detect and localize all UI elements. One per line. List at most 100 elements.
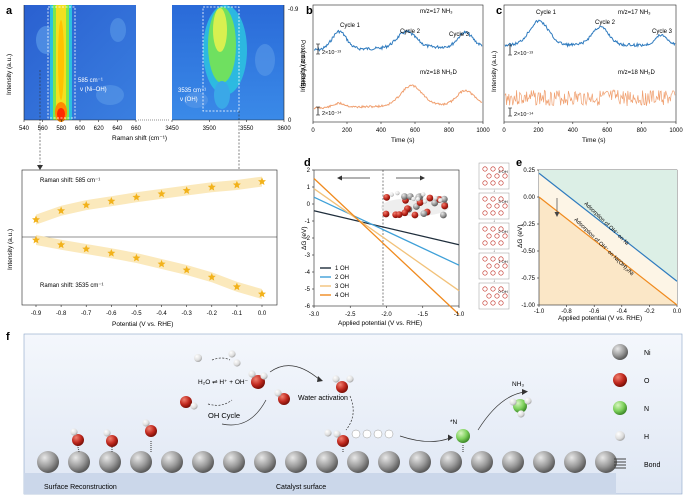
peak1-wavenumber: 585 cm⁻¹: [78, 78, 103, 84]
star-3535: [132, 253, 141, 262]
a-left-tick: 560: [38, 126, 49, 132]
trend-xlabel: Potential (V vs. RHE): [112, 321, 173, 328]
time-tick: 1000: [669, 128, 683, 134]
star-3535: [207, 273, 216, 281]
water-activation-label: Water activation: [298, 395, 348, 402]
panel-a-ylabel: Intensity (a.u.): [6, 54, 13, 95]
ni-atom: [564, 451, 586, 473]
star-585: [132, 193, 141, 201]
trend-tick: -0.3: [181, 311, 192, 317]
c-cycle2: Cycle 2: [595, 20, 616, 26]
struct-label: 2 OH: [498, 229, 507, 234]
star-3535: [57, 240, 66, 249]
d-line-1oh: [313, 210, 460, 246]
panel-b-plot: [312, 4, 484, 123]
panel-d-ylabel: ΔG (eV): [301, 227, 308, 250]
struct-label: 4 OH: [498, 169, 507, 174]
ni-atom: [99, 451, 121, 473]
struct-arrow: ↓: [493, 248, 495, 253]
ni-atom: [192, 451, 214, 473]
struct-arrow: ↓: [493, 278, 495, 283]
trend-x-ticks: -0.9 -0.8 -0.7 -0.6 -0.5 -0.4 -0.3 -0.2 -0.1 0.0: [31, 305, 267, 317]
legend-label: N: [644, 406, 649, 413]
time-tick: 1000: [476, 128, 490, 134]
d-xtick: -3.0: [309, 312, 320, 318]
potential-top-tick: -0.9: [288, 7, 299, 13]
e-ytick: -0.25: [521, 222, 535, 228]
d-line-2oh: [313, 196, 460, 266]
b-cycle2: Cycle 2: [400, 29, 421, 35]
struct-label: 3 OH: [498, 199, 507, 204]
catalyst-surface-label: Catalyst surface: [276, 484, 326, 491]
peak1-mode: ν (Ni–OH): [80, 87, 107, 93]
c-nh2d-label: m/z=18 NH₂D: [618, 70, 656, 76]
trend-tick: -0.8: [56, 311, 67, 317]
panel-a-trend-plot: [21, 169, 278, 306]
d-ytick: 2: [307, 168, 311, 174]
ni-atom: [409, 451, 431, 473]
reconstruction-oh: [70, 419, 157, 453]
d-xtick: -1.0: [454, 312, 465, 318]
star-3535: [157, 259, 166, 268]
heatmap-oh: [172, 5, 284, 120]
trend-tick: -0.9: [31, 311, 42, 317]
d-ytick: -1: [305, 219, 311, 225]
oh-cycle-label: OH Cycle: [208, 411, 240, 420]
star-n-label: *N: [450, 419, 458, 426]
panel-e-plot: [538, 169, 678, 306]
d-legend-item: 3 OH: [335, 284, 349, 290]
ni-atom: [471, 451, 493, 473]
time-tick: 400: [568, 128, 579, 134]
catalyst-surface-species: [324, 389, 532, 452]
ni-atom: [347, 451, 369, 473]
trend-tick: -0.1: [232, 311, 243, 317]
raman-shift-xlabel: Raman shift (cm⁻¹): [112, 135, 167, 142]
panel-a-left-ticks: 540 560 580 600 620 640 660: [19, 120, 142, 132]
time-tick: 600: [410, 128, 421, 134]
ni-atom: [533, 451, 555, 473]
trend-tick: -0.5: [131, 311, 142, 317]
ni-atom: [223, 451, 245, 473]
time-tick: 800: [444, 128, 455, 134]
star-585: [182, 186, 191, 194]
ni-atom: [595, 451, 617, 473]
peak2-wavenumber: 3535 cm⁻¹: [178, 88, 206, 94]
ni-atom: [254, 451, 276, 473]
struct-arrow: ↓: [493, 218, 495, 223]
star-585: [32, 215, 40, 224]
panel-f-letter: f: [6, 331, 10, 343]
e-xtick: -1.0: [534, 309, 545, 315]
ni-atom: [378, 451, 400, 473]
trend-tick: -0.2: [207, 311, 218, 317]
b-cycle3: Cycle 3: [449, 32, 470, 38]
e-xtick: -0.8: [561, 309, 572, 315]
nh3-label: NH₃: [512, 381, 524, 388]
d-legend-item: 4 OH: [335, 293, 349, 299]
e-xtick: -0.6: [589, 309, 600, 315]
d-legend-item: 2 OH: [335, 275, 349, 281]
d-ytick: -6: [305, 304, 311, 310]
panel-b-x-ticks: 0 200 400 600 800 1000: [311, 122, 490, 134]
d-structures-column: 4 OH ↓ 3 OH ↓ 2 OH ↓ 1 OH ↓ 0 OH: [478, 162, 510, 310]
surface-reconstruction-label: Surface Reconstruction: [44, 484, 117, 491]
potential-axis-label: Potential (V, RHE): [299, 40, 305, 88]
a-left-tick: 540: [19, 126, 30, 132]
b-cycle1: Cycle 1: [340, 23, 361, 29]
ni-atom: [316, 451, 338, 473]
d-ytick: -5: [305, 287, 311, 293]
panel-c-ylabel: Intensity (a.u.): [491, 51, 498, 92]
star-585: [82, 200, 91, 209]
star-3535: [258, 289, 266, 298]
struct-label: 0 OH: [498, 289, 507, 294]
time-tick: 600: [602, 128, 613, 134]
trend-ylabel: Intensity (a.u.): [7, 229, 14, 270]
time-tick: 0: [502, 128, 506, 134]
e-line-nioh: [538, 196, 678, 306]
equation: H₂O ⇌ H⁺ + OH⁻: [198, 379, 249, 386]
b-nh2d-label: m/z=18 NH₂D: [420, 70, 458, 76]
star-585: [157, 189, 166, 198]
ni-atom: [68, 451, 90, 473]
d-ytick: -4: [305, 270, 311, 276]
legend-label: H: [644, 434, 649, 441]
